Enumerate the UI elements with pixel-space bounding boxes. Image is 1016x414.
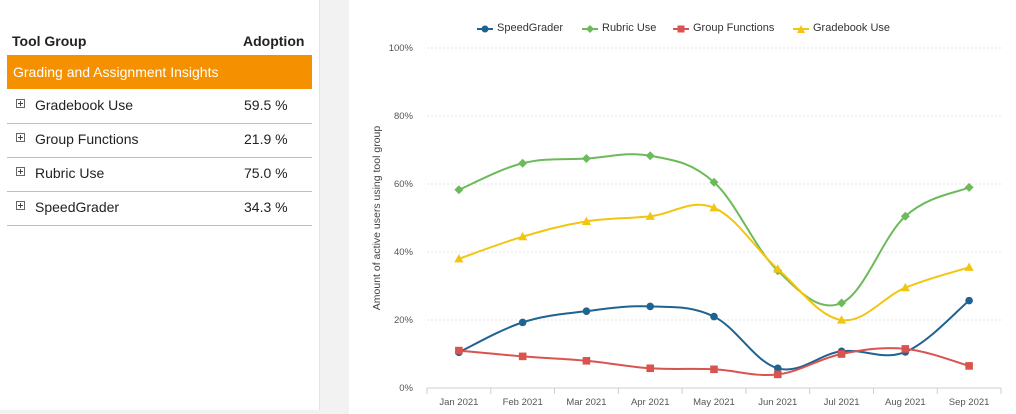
data-point-rubric-use[interactable] [837,298,847,308]
tool-group-table-panel: Tool Group Adoption Grading and Assignme… [0,0,320,410]
table-row-gradebook-use[interactable]: Gradebook Use 59.5 % [7,89,312,124]
legend-label: Rubric Use [602,22,657,34]
line-chart: 0% 20% 40% 60% 80% 100% Jan 2021 Feb 2021 Mar 2… [371,43,1002,408]
row-label: Group Functions [35,131,139,147]
legend-label: Group Functions [693,22,775,34]
data-point-rubric-use[interactable] [454,185,464,195]
data-point-group-functions[interactable] [837,350,846,358]
data-point-speedgrader[interactable] [646,302,655,311]
data-point-speedgrader[interactable] [518,318,527,327]
data-point-group-functions[interactable] [518,352,527,361]
data-point-rubric-use[interactable] [518,158,528,168]
group-row-grading-insights[interactable]: Grading and Assignment Insights [7,55,312,89]
row-label: Gradebook Use [35,97,134,113]
data-point-gradebook-use[interactable] [581,216,592,225]
table-header: Tool Group Adoption [7,30,312,54]
y-tick-label: 80% [394,111,414,122]
row-adoption-value: 59.5 % [244,97,288,113]
data-point-gradebook-use[interactable] [964,262,974,271]
y-tick-label: 100% [389,43,414,54]
data-point-speedgrader[interactable] [773,364,782,373]
data-point-speedgrader[interactable] [710,312,718,321]
x-tick-label: Feb 2021 [503,397,543,408]
x-tick-label: Mar 2021 [566,397,606,408]
x-tick-label: Sep 2021 [949,397,990,408]
data-point-rubric-use[interactable] [900,211,910,221]
data-point-gradebook-use[interactable] [518,231,528,241]
legend-marker-triangle-icon [793,25,809,33]
data-point-gradebook-use[interactable] [454,254,464,263]
x-tick-label: Jul 2021 [824,397,860,408]
data-point-group-functions[interactable] [646,364,655,373]
expand-plus-icon[interactable] [16,167,25,176]
y-tick-label: 60% [394,179,414,190]
data-point-speedgrader[interactable] [582,307,591,315]
table-row-group-functions[interactable]: Group Functions 21.9 % [7,123,312,158]
y-axis-label: Amount of active users using tool group [371,126,383,311]
data-point-speedgrader[interactable] [965,296,973,305]
data-point-rubric-use[interactable] [581,154,591,163]
data-point-gradebook-use[interactable] [836,315,847,324]
legend-marker-square-icon [673,25,689,33]
data-point-gradebook-use[interactable] [709,203,719,212]
table-row-speedgrader[interactable]: SpeedGrader 34.3 % [7,191,312,226]
x-tick-label: Jan 2021 [439,397,478,408]
data-point-group-functions[interactable] [773,370,782,379]
y-tick-label: 0% [399,383,413,394]
chart-panel: SpeedGrader Rubric Use Group Functions G… [349,0,1016,414]
series-line-gradebook-use[interactable] [458,203,970,322]
x-tick-label: May 2021 [693,397,735,408]
data-point-rubric-use[interactable] [709,177,719,187]
row-label: Rubric Use [35,165,105,181]
data-point-group-functions[interactable] [710,365,718,374]
data-point-group-functions[interactable] [901,345,910,353]
x-tick-label: Jun 2021 [758,397,797,408]
data-point-group-functions[interactable] [965,362,973,370]
legend-label: Gradebook Use [813,22,891,34]
legend-label: SpeedGrader [497,22,564,34]
adoption-column-header[interactable]: Adoption [243,33,305,49]
data-point-group-functions[interactable] [455,346,463,355]
series-line-speedgrader[interactable] [458,299,970,371]
series-line-rubric-use[interactable] [458,153,970,307]
x-tick-label: Apr 2021 [631,397,670,408]
data-point-group-functions[interactable] [582,357,591,365]
data-point-rubric-use[interactable] [645,151,655,161]
expand-plus-icon[interactable] [16,201,25,210]
row-adoption-value: 34.3 % [244,199,288,215]
data-point-rubric-use[interactable] [964,182,974,192]
row-adoption-value: 75.0 % [244,165,288,181]
tool-group-column-header[interactable]: Tool Group [12,33,87,49]
y-tick-label: 40% [394,247,414,258]
row-label: SpeedGrader [35,199,120,215]
expand-plus-icon[interactable] [16,133,25,142]
x-tick-label: Aug 2021 [885,397,926,408]
y-tick-label: 20% [394,315,414,326]
expand-plus-icon[interactable] [16,99,25,108]
data-point-gradebook-use[interactable] [773,264,783,273]
data-point-gradebook-use[interactable] [645,211,655,220]
group-row-label: Grading and Assignment Insights [13,64,219,80]
table-row-rubric-use[interactable]: Rubric Use 75.0 % [7,157,312,192]
row-adoption-value: 21.9 % [244,131,288,147]
legend-marker-circle-icon [477,25,493,33]
legend-marker-diamond-icon [582,25,598,33]
data-point-gradebook-use[interactable] [900,282,910,292]
